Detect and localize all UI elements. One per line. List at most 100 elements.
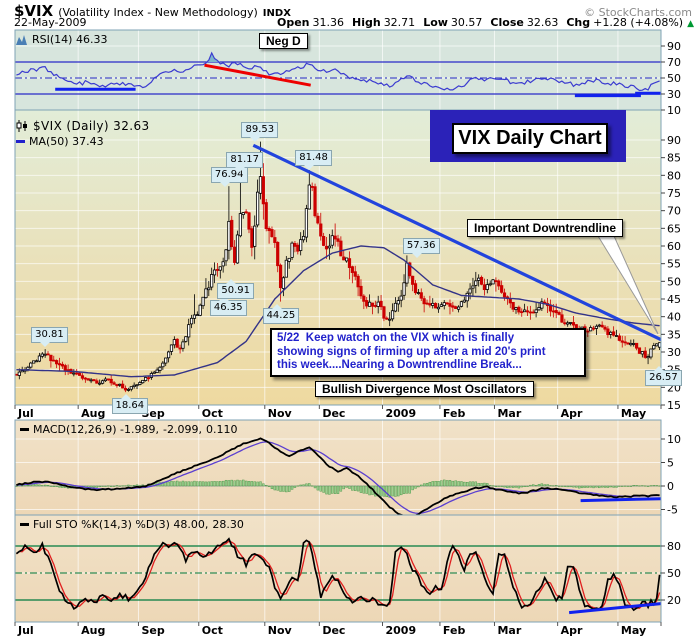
svg-text:60: 60 <box>667 240 681 253</box>
svg-text:20: 20 <box>667 594 681 607</box>
downtrendline-label: Important Downtrendline <box>467 219 623 237</box>
month-label: Nov <box>268 407 293 420</box>
svg-text:80: 80 <box>667 169 681 182</box>
price-callout: 44.25 <box>262 303 300 324</box>
candles-layer <box>15 141 661 393</box>
price-callout: 81.17 <box>226 152 264 173</box>
sto-legend-d: 28.30 <box>212 518 244 531</box>
svg-text:40: 40 <box>667 311 681 324</box>
ohlc-readout: Open 31.36 High 32.71 Low 30.57 Close 32.63 Chg +… <box>269 16 694 29</box>
month-label: May <box>621 624 646 637</box>
downtrendline <box>252 143 661 342</box>
svg-text:5: 5 <box>667 457 674 470</box>
month-label: Nov <box>268 624 293 637</box>
month-label: Dec <box>322 624 345 637</box>
commentary-note: 5/22 Keep watch on the VIX which is fina… <box>270 328 586 377</box>
note-line-3: this week....Nearing a Downtrendline Bre… <box>277 359 522 371</box>
svg-text:65: 65 <box>667 222 681 235</box>
macd-legend-signal: -2.099, <box>163 423 202 436</box>
open-value: 31.36 <box>312 16 345 29</box>
exchange: INDX <box>262 8 291 19</box>
svg-text:50: 50 <box>667 567 681 580</box>
symbol: $VIX <box>14 2 54 20</box>
low-value: 30.57 <box>450 16 483 29</box>
svg-text:30: 30 <box>667 346 681 359</box>
month-label: Mar <box>497 407 521 420</box>
price-legend: $VIX (Daily) 32.63 <box>16 119 150 133</box>
month-label: 2009 <box>386 407 417 420</box>
neg-divergence-label: Neg D <box>259 33 308 49</box>
rsi-legend: RSI(14) 46.33 <box>16 33 107 46</box>
month-label: Jul <box>17 407 34 420</box>
hand-drawn-line <box>568 602 662 615</box>
svg-text:30: 30 <box>667 88 681 101</box>
svg-text:70: 70 <box>667 56 681 69</box>
price-callout: 18.64 <box>111 394 149 415</box>
rsi-series <box>15 51 661 95</box>
open-label: Open <box>276 16 310 29</box>
macd-line-key-icon <box>20 428 29 431</box>
quote-row: 22-May-2009 Open 31.36 High 32.71 Low 30.57 Cl… <box>14 16 694 29</box>
price-callout: 50.91 <box>217 279 255 300</box>
close-label: Close <box>490 16 524 29</box>
price-callout: 46.35 <box>209 296 247 317</box>
ma-line-key-icon <box>16 140 25 143</box>
chart-date: 22-May-2009 <box>14 16 87 29</box>
copyright: © StockCharts.com <box>584 6 692 19</box>
svg-text:85: 85 <box>667 152 681 165</box>
price-callout: 57.36 <box>402 238 440 259</box>
month-label: Apr <box>561 407 583 420</box>
title-highlight-rect: VIX Daily Chart <box>430 110 626 162</box>
price-callout: 89.53 <box>241 121 279 142</box>
month-label: Sep <box>141 624 164 637</box>
svg-text:10: 10 <box>667 433 681 446</box>
chg-value: +1.28 (+4.08%) <box>593 16 684 29</box>
svg-text:70: 70 <box>667 205 681 218</box>
macd-legend-hist: 0.110 <box>205 423 238 436</box>
svg-text:55: 55 <box>667 258 681 271</box>
note-line-1: 5/22 Keep watch on the VIX which is fina… <box>277 332 515 344</box>
up-arrow-icon: ▲ <box>687 19 694 29</box>
bullish-divergence-label: Bullish Divergence Most Oscillators <box>315 381 534 397</box>
ma50-line <box>16 245 660 378</box>
svg-text:50: 50 <box>667 275 681 288</box>
month-label: Aug <box>81 624 105 637</box>
month-label: Oct <box>202 624 223 637</box>
month-label: Feb <box>443 624 466 637</box>
high-label: High <box>352 16 381 29</box>
svg-text:15: 15 <box>667 399 681 412</box>
svg-text:10: 10 <box>667 104 681 117</box>
price-callout: 26.57 <box>645 366 682 387</box>
candlestick-icon <box>16 120 27 132</box>
price-legend-label: $VIX (Daily) 32.63 <box>33 119 150 133</box>
macd-legend: MACD(12,26,9) -1.989, -2.099, 0.110 <box>20 423 237 436</box>
svg-text:90: 90 <box>667 40 681 53</box>
svg-text:80: 80 <box>667 540 681 553</box>
month-label: Dec <box>322 407 345 420</box>
sto-legend-main: Full STO %K(14,3) %D(3) 48.00, <box>33 518 209 531</box>
close-value: 32.63 <box>526 16 559 29</box>
chg-label: Chg <box>566 16 591 29</box>
month-label: Mar <box>497 624 521 637</box>
ma-legend: MA(50) 37.43 <box>16 135 104 148</box>
symbol-description: (Volatility Index - New Methodology) <box>58 6 258 19</box>
rsi-legend-label: RSI(14) 46.33 <box>32 33 108 46</box>
svg-text:45: 45 <box>667 293 681 306</box>
price-callout: 30.81 <box>31 327 68 348</box>
svg-text:50: 50 <box>667 72 681 85</box>
chart-header: $VIX (Volatility Index - New Methodology… <box>14 2 692 20</box>
high-value: 32.71 <box>383 16 416 29</box>
month-label: Oct <box>202 407 223 420</box>
macd-series <box>15 437 661 515</box>
month-label: May <box>621 407 646 420</box>
sto-series <box>15 537 661 612</box>
note-line-2: showing signs of firming up after a mid … <box>277 345 546 358</box>
rsi-area-icon <box>16 34 27 45</box>
month-label: Aug <box>81 407 105 420</box>
price-callout: 81.48 <box>295 150 332 171</box>
hand-drawn-line <box>580 497 662 503</box>
sto-legend: Full STO %K(14,3) %D(3) 48.00, 28.30 <box>20 518 244 531</box>
svg-text:75: 75 <box>667 187 681 200</box>
